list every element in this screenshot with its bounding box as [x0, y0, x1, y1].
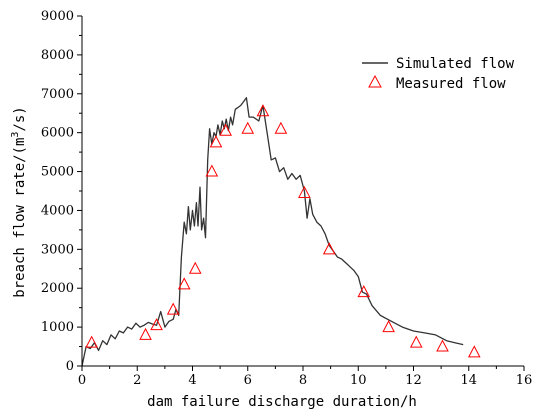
x-axis-title: dam failure discharge duration/h [147, 394, 417, 410]
measured-flow-point [357, 285, 371, 298]
x-tick-label: 0 [78, 373, 86, 388]
y-tick-label: 4000 [41, 203, 74, 218]
measured-flow-point [298, 185, 311, 198]
x-tick-label: 14 [460, 373, 477, 388]
legend: Simulated flow Measured flow [362, 56, 515, 92]
y-tick-label: 0 [66, 359, 74, 374]
measured-flow-point [177, 277, 191, 290]
measured-flow-point [85, 335, 98, 348]
chart-marks [81, 97, 481, 367]
measured-flow-point [256, 104, 270, 117]
measured-flow-point [436, 339, 449, 352]
y-tick-label: 7000 [41, 87, 74, 102]
y-tick-label: 3000 [41, 242, 74, 257]
x-tick-label: 10 [350, 373, 367, 388]
measured-flow-point [382, 320, 395, 333]
simulated-flow-line [81, 97, 464, 367]
measured-flow-point [205, 164, 219, 177]
y-tick-label: 8000 [41, 48, 74, 63]
x-tick-label: 16 [516, 373, 533, 388]
measured-flow-point [209, 135, 223, 148]
y-axis-title: breach flow rate/(m3/s) [10, 106, 28, 297]
y-tick-label: 2000 [41, 281, 74, 296]
measured-flow-point [139, 327, 152, 340]
axes: 0 2 4 6 8 10 12 14 16 0 1000 2000 3000 4000 5000 6000 70… [41, 9, 532, 388]
y-tick-label: 6000 [41, 126, 74, 141]
measured-flow-point [322, 242, 336, 255]
measured-flow-point [150, 318, 163, 331]
measured-flow-point [219, 123, 232, 136]
x-tick-label: 8 [299, 373, 307, 388]
x-tick-label: 4 [188, 373, 196, 388]
measured-flow-point [274, 121, 288, 134]
y-tick-label: 5000 [41, 165, 74, 180]
measured-flow-point [409, 335, 423, 348]
x-tick-label: 12 [405, 373, 422, 388]
y-tick-label: 9000 [41, 9, 74, 24]
legend-triangle-swatch [368, 74, 382, 88]
legend-label-simulated: Simulated flow [396, 56, 515, 72]
legend-label-measured: Measured flow [396, 76, 506, 92]
measured-flow-point [188, 261, 202, 274]
measured-flow-point [166, 302, 180, 315]
x-tick-label: 6 [244, 373, 252, 388]
measured-flow-point [467, 345, 481, 358]
x-tick-label: 2 [133, 373, 141, 388]
measured-flow-point [241, 121, 255, 134]
y-tick-label: 1000 [41, 320, 74, 335]
